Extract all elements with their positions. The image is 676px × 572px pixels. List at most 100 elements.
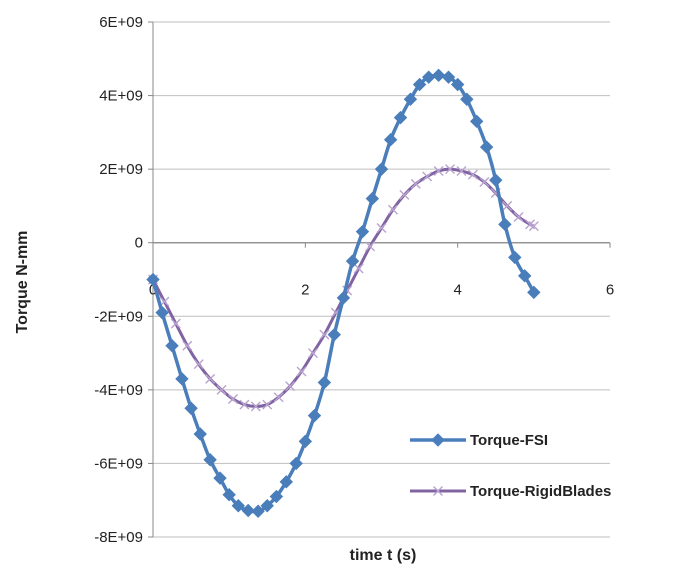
data-point: [365, 241, 376, 252]
y-tick-label: 4E+09: [99, 88, 143, 105]
data-point: [470, 114, 484, 129]
y-tick-label: 6E+09: [99, 14, 143, 31]
x-marker-stroke: [502, 200, 513, 211]
x-marker-stroke: [528, 221, 539, 232]
x-tick-label: 2: [301, 282, 309, 299]
data-point: [355, 224, 370, 239]
data-point: [498, 217, 512, 232]
x-marker-stroke: [433, 165, 444, 176]
data-point: [298, 434, 313, 449]
x-marker-stroke: [399, 189, 410, 200]
data-point: [182, 340, 193, 351]
y-tick-label: 2E+09: [99, 161, 143, 178]
x-marker-stroke: [216, 384, 227, 395]
x-marker-stroke: [285, 381, 296, 392]
series-torque-fsi: [146, 68, 541, 518]
data-point: [422, 171, 433, 182]
x-marker-stroke: [262, 399, 273, 410]
data-point: [250, 401, 261, 412]
data-point: [307, 408, 322, 423]
data-point: [376, 223, 387, 233]
x-marker-stroke: [365, 241, 376, 252]
data-point: [517, 269, 532, 283]
x-marker-stroke: [182, 340, 193, 351]
data-point: [269, 489, 284, 504]
x-marker-stroke: [433, 486, 443, 496]
y-axis-title: Torque N-mm: [14, 231, 31, 334]
data-point: [296, 366, 307, 377]
x-marker-stroke: [422, 171, 433, 182]
legend-label: Torque-RigidBlades: [470, 483, 611, 500]
x-marker-stroke: [479, 177, 490, 188]
data-point: [508, 250, 522, 265]
data-point: [165, 339, 179, 353]
x-marker-stroke: [445, 164, 456, 175]
data-point: [227, 394, 238, 405]
data-point: [289, 456, 303, 471]
data-point: [203, 453, 217, 467]
y-tick-label: 0: [135, 235, 143, 252]
data-point: [170, 318, 181, 329]
x-marker-stroke: [205, 373, 216, 384]
data-point: [175, 372, 189, 386]
data-point: [251, 504, 265, 518]
y-tick-label: -2E+09: [94, 308, 143, 325]
data-point: [365, 191, 380, 206]
data-point: [260, 499, 274, 513]
data-point: [239, 399, 250, 410]
data-point: [456, 165, 467, 176]
x-tick-label: 0: [149, 282, 157, 299]
data-point: [374, 162, 389, 176]
data-point: [412, 77, 427, 92]
data-point: [479, 177, 490, 188]
data-point: [441, 70, 456, 84]
data-point: [262, 399, 273, 410]
data-point: [205, 373, 216, 384]
x-marker-stroke: [170, 318, 181, 329]
data-point: [502, 200, 513, 211]
y-tick-label: -6E+09: [94, 455, 143, 472]
legend-swatch-marker: [433, 486, 443, 496]
data-point: [513, 211, 524, 222]
data-point: [241, 503, 255, 518]
x-marker-stroke: [273, 392, 284, 403]
data-point: [184, 401, 198, 415]
x-marker-stroke: [193, 359, 204, 370]
data-point: [327, 327, 341, 342]
x-marker-stroke: [307, 348, 318, 359]
x-marker-stroke: [387, 204, 398, 215]
legend-swatch-marker: [431, 433, 445, 447]
data-point: [527, 285, 541, 300]
data-point: [403, 92, 418, 106]
data-point: [285, 381, 296, 392]
x-marker-stroke: [239, 399, 250, 410]
data-point: [399, 189, 410, 200]
data-point: [319, 329, 330, 340]
data-point: [216, 384, 227, 395]
x-marker-stroke: [376, 223, 387, 233]
tick-labels: -8E+09 -6E+09 -4E+09 -2E+09 0 2E+09 4E+09 6E+09…: [94, 14, 614, 546]
data-point: [317, 375, 332, 390]
data-point: [193, 359, 204, 370]
data-point: [387, 204, 398, 215]
data-point: [383, 133, 398, 147]
data-point: [146, 272, 160, 287]
data-point: [353, 263, 364, 274]
series-layer: [146, 68, 541, 518]
data-point: [467, 169, 478, 180]
data-point: [336, 291, 351, 305]
data-point: [489, 173, 503, 187]
data-point: [431, 68, 446, 83]
legend-item-torque-rigidblades: Torque-RigidBlades: [410, 483, 611, 500]
x-marker-stroke: [353, 263, 364, 274]
legend-item-torque-fsi: Torque-FSI: [410, 432, 548, 449]
data-point: [460, 92, 474, 106]
y-tick-label: -8E+09: [94, 529, 143, 546]
x-marker-stroke: [467, 169, 478, 180]
legend-label: Torque-FSI: [470, 432, 548, 449]
data-point: [445, 164, 456, 175]
data-point: [273, 392, 284, 403]
data-point: [345, 254, 360, 268]
